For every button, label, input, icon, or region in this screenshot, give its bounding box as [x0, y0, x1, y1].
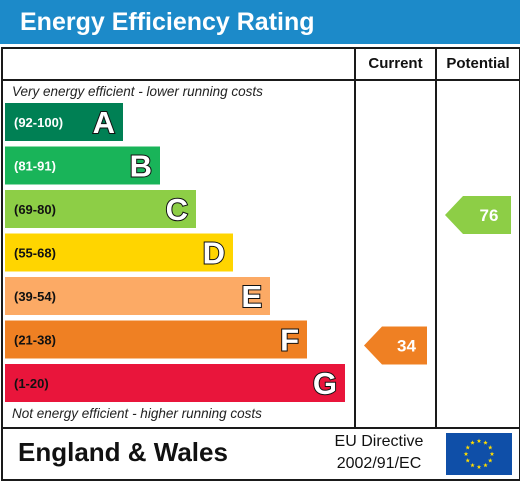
potential-column-header: Potential	[446, 55, 510, 72]
band-range-label: (81-91)	[14, 159, 56, 174]
band-letter-label: A	[93, 105, 115, 140]
band-bar-d	[5, 233, 233, 272]
current-rating-arrow	[364, 326, 427, 365]
band-bar-f	[5, 320, 307, 359]
flag-star	[476, 438, 482, 443]
directive-line-2: 2002/91/EC	[336, 455, 422, 472]
flag-star	[487, 458, 493, 463]
current-rating: 34	[364, 326, 427, 365]
band-bar-a	[5, 103, 123, 141]
header-row-divider	[1, 79, 519, 81]
band-d: (55-68) D	[5, 233, 233, 272]
flag-star	[476, 464, 482, 469]
potential-rating: 76	[445, 196, 511, 234]
current-rating-value: 34	[397, 337, 416, 356]
band-b: (81-91) B	[5, 146, 160, 185]
chart-title: Energy Efficiency Rating	[20, 8, 315, 36]
band-c: (69-80) C	[5, 190, 196, 228]
band-bar-c	[5, 190, 196, 228]
flag-star	[470, 440, 475, 445]
band-letter-label: F	[280, 323, 299, 358]
band-letter-label: B	[130, 149, 152, 184]
band-letter-label: C	[166, 192, 188, 227]
band-range-label: (69-80)	[14, 202, 56, 217]
eu-flag-icon	[446, 433, 512, 475]
band-g: (1-20) G	[5, 364, 345, 402]
band-range-label: (1-20)	[14, 376, 49, 391]
directive-line-1: EU Directive	[334, 433, 424, 450]
current-column-header: Current	[368, 55, 423, 72]
flag-star	[483, 440, 488, 445]
band-e: (39-54) E	[5, 277, 270, 315]
band-letter-label: D	[203, 236, 225, 271]
band-f: (21-38) F	[5, 320, 307, 359]
potential-rating-arrow	[445, 196, 511, 234]
band-range-label: (39-54)	[14, 289, 56, 304]
band-letter-label: E	[241, 279, 262, 314]
flag-star	[470, 462, 475, 468]
flag-star	[489, 451, 495, 456]
note-bottom: Not energy efficient - higher running co…	[12, 406, 262, 421]
flag-star	[483, 462, 488, 468]
flag-star	[465, 445, 471, 450]
note-top: Very energy efficient - lower running co…	[12, 84, 263, 99]
band-range-label: (55-68)	[14, 246, 56, 261]
band-bar-b	[5, 146, 160, 185]
region-label: England & Wales	[18, 437, 228, 467]
flag-star	[463, 451, 469, 456]
potential-rating-value: 76	[480, 206, 499, 225]
band-range-label: (21-38)	[14, 333, 56, 348]
band-bar-e	[5, 277, 270, 315]
footer-divider	[1, 427, 519, 429]
flag-star	[465, 458, 471, 463]
header-bar: Energy Efficiency Rating	[0, 0, 520, 44]
potential-column-divider	[435, 47, 437, 429]
current-column-divider	[354, 47, 356, 429]
band-letter-label: G	[313, 366, 337, 401]
band-a: (92-100) A	[5, 103, 123, 141]
band-bar-g	[5, 364, 345, 402]
band-range-label: (92-100)	[14, 115, 63, 130]
flag-star	[487, 445, 493, 450]
